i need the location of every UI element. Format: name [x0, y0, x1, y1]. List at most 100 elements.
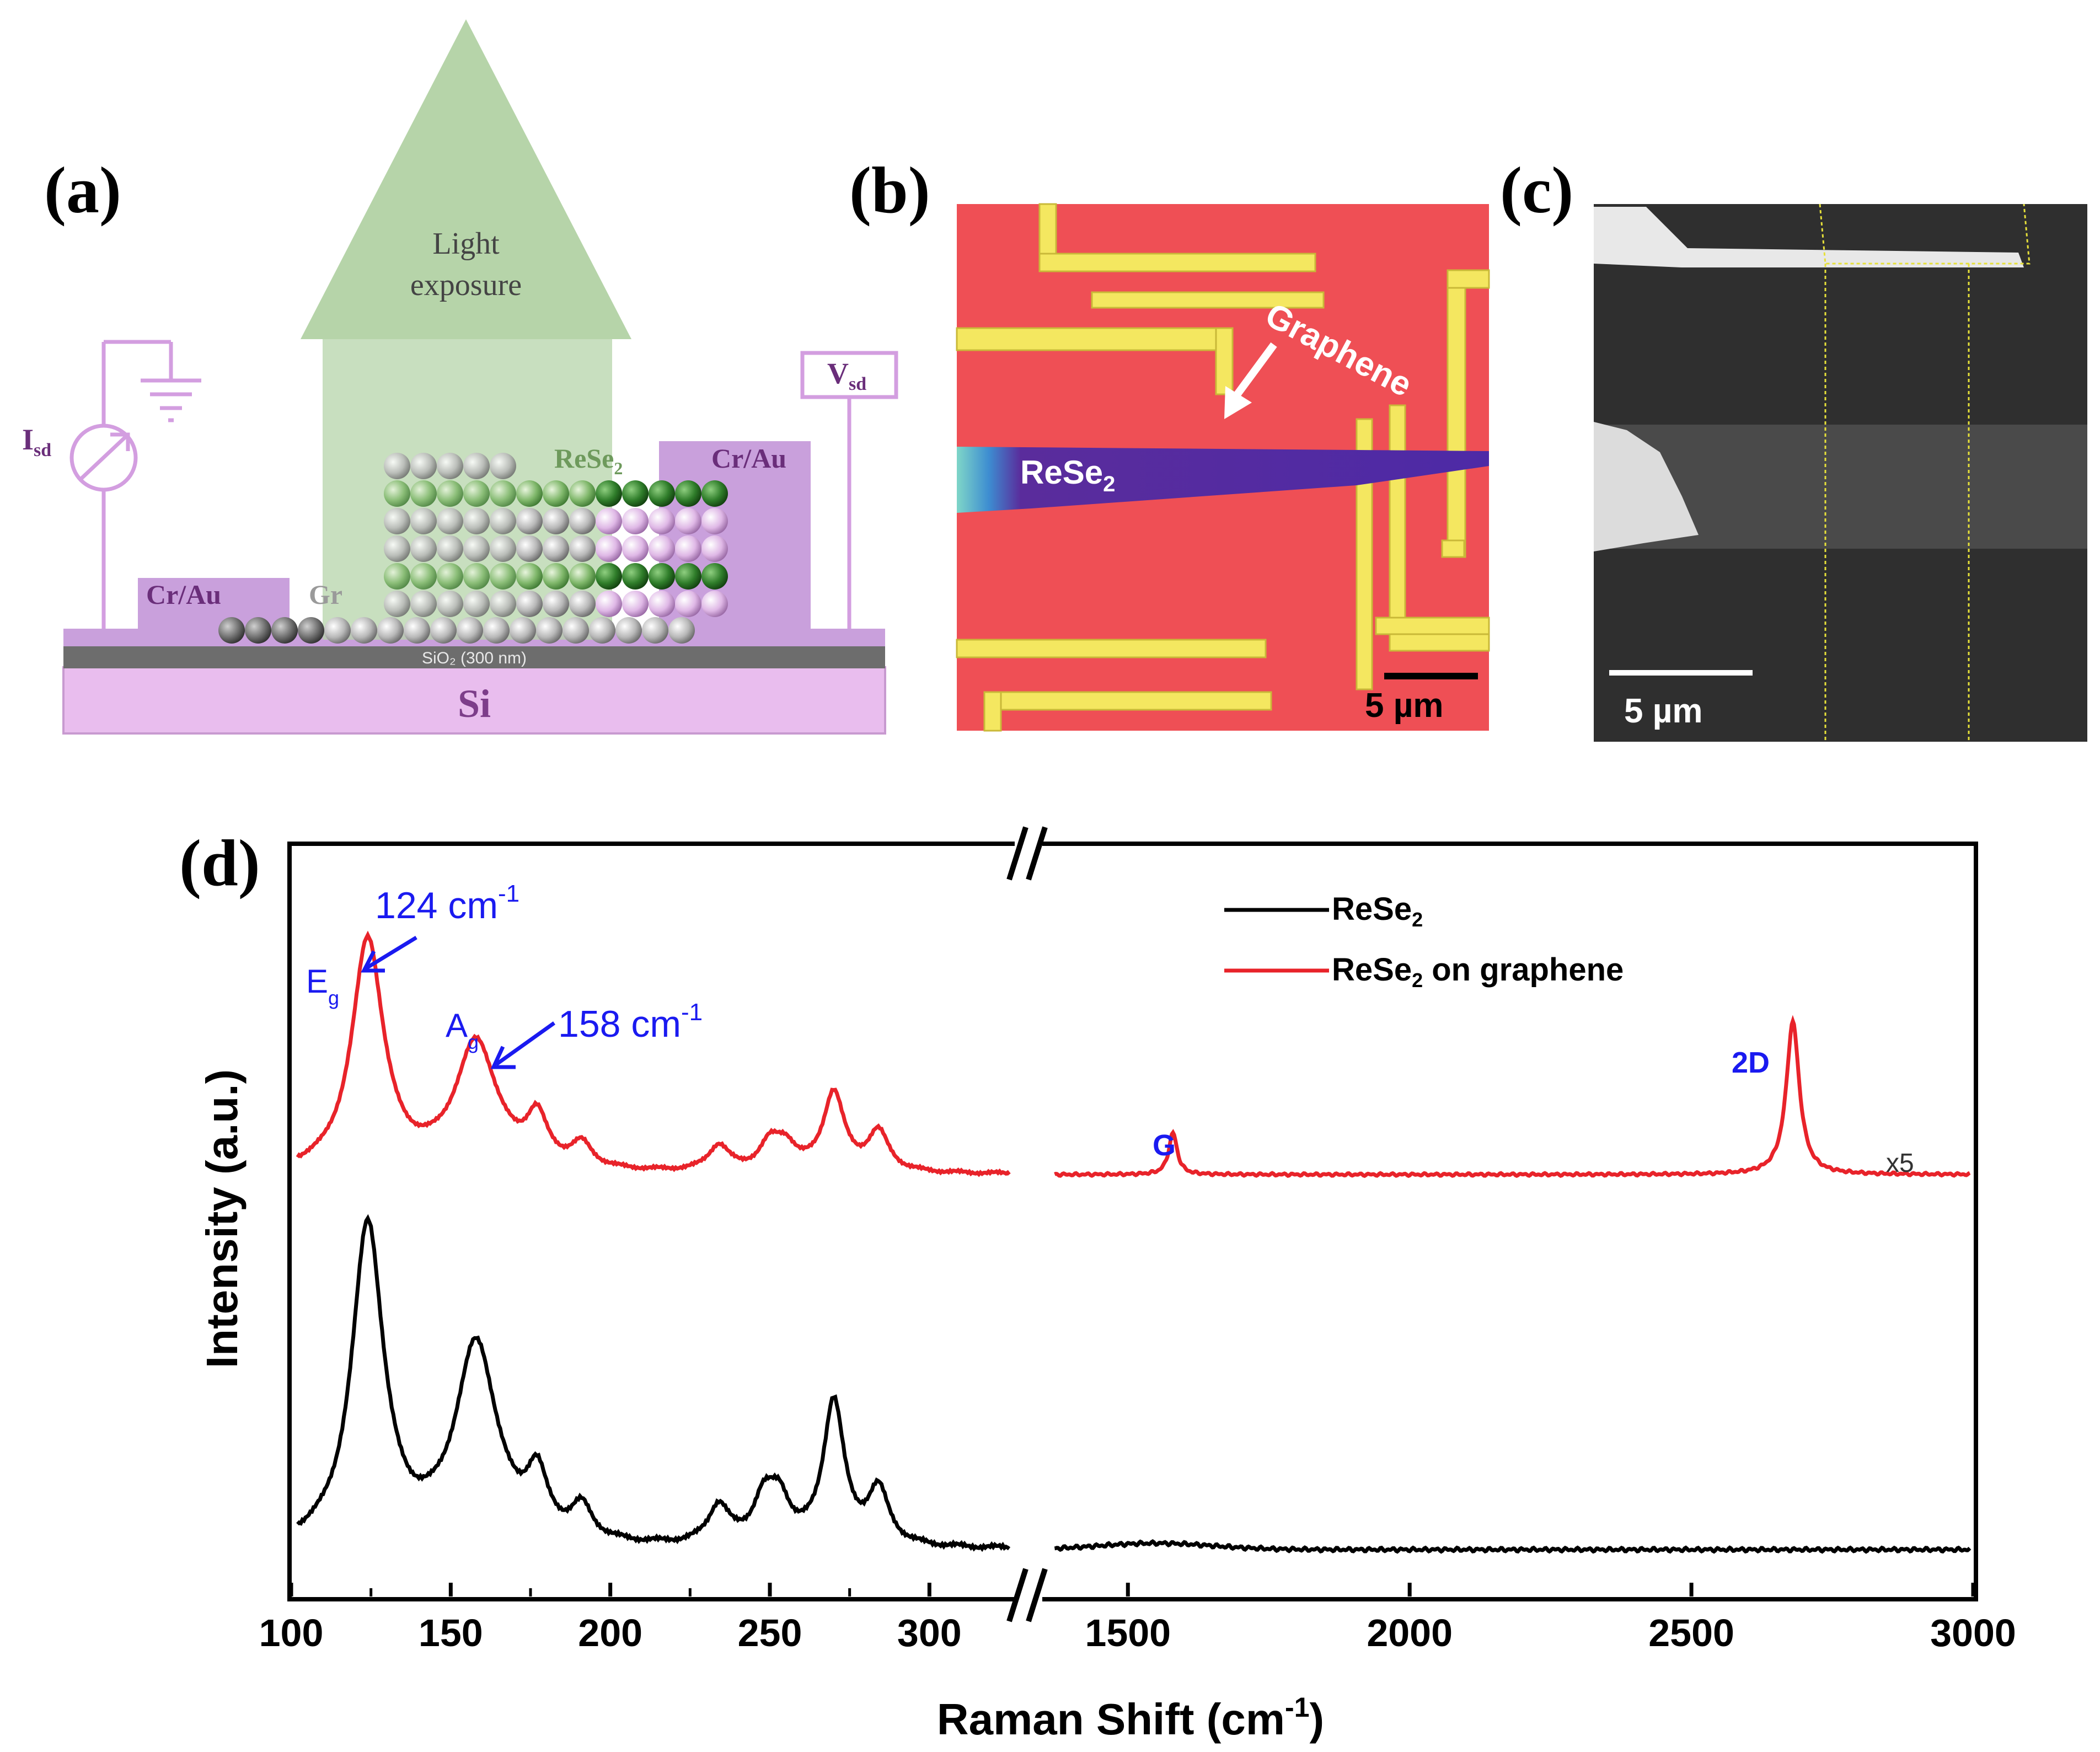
rese2-atom — [701, 535, 728, 562]
graphene-atom — [642, 617, 668, 644]
annotation-ag: Ag — [446, 1007, 479, 1053]
light-label-line2: exposure — [410, 268, 522, 302]
graphene-atom — [668, 617, 695, 644]
graphene-atom — [430, 617, 457, 644]
x-tick-label: 100 — [259, 1611, 324, 1654]
panel-d-label: (d) — [179, 826, 260, 899]
rese2-flake — [957, 447, 1489, 513]
rese2-atom — [384, 453, 410, 479]
light-arrow-head — [301, 19, 631, 339]
graphene-atom — [536, 617, 562, 644]
isd-label: Isd — [22, 423, 51, 460]
rese2-atom — [516, 591, 543, 617]
x-tick-labels: 100 150 200 250 300 1500 2000 2500 3000 — [259, 1611, 2016, 1654]
spectra — [296, 930, 1972, 1554]
rese2-atom — [569, 563, 596, 590]
rese2-atom — [490, 591, 516, 617]
rese2-atom — [410, 563, 437, 590]
rese2-atom — [543, 508, 569, 534]
x-tick-label: 1500 — [1085, 1611, 1171, 1654]
rese2-atom — [410, 535, 437, 562]
rese2-atom — [410, 508, 437, 534]
annotation-eg-value: 124 cm-1 — [375, 880, 519, 926]
panel-a: (a) Si SiO₂ (300 nm) Light exposure Cr/A… — [22, 19, 898, 735]
rese2-atom — [675, 508, 701, 534]
rese2-atom — [463, 480, 490, 507]
arrow-eg-icon — [361, 936, 417, 973]
rese2-atom — [516, 508, 543, 534]
annotation-eg: Eg — [306, 963, 339, 1009]
rese2-atom — [649, 535, 675, 562]
graphene-atom — [324, 617, 351, 644]
axis-break-marks — [1006, 826, 1048, 1622]
si-substrate — [62, 666, 886, 735]
rese2-layer-label: ReSe2 — [554, 443, 623, 478]
y-axis-title: Intensity (a.u.) — [197, 1069, 247, 1368]
graphene-atom — [457, 617, 483, 644]
annotation-ag-value: 158 cm-1 — [558, 999, 703, 1045]
series-line-right — [1054, 1539, 1972, 1554]
plot-frame — [287, 842, 1978, 1601]
rese2-atom — [437, 591, 463, 617]
rese2-atom — [649, 591, 675, 617]
graphene-atom — [298, 617, 324, 644]
rese2-atom — [569, 480, 596, 507]
rese2-atom — [622, 535, 649, 562]
rese2-atom — [596, 535, 622, 562]
x-tick-label: 2000 — [1367, 1611, 1453, 1654]
rese2-atom — [622, 563, 649, 590]
rese2-atom — [384, 480, 410, 507]
rese2-atom — [675, 591, 701, 617]
panel-b-label: (b) — [849, 153, 930, 227]
series-line-right — [1054, 1015, 1971, 1178]
rese2-atom — [675, 480, 701, 507]
rese2-atom — [701, 563, 728, 590]
rese2-atom — [490, 453, 516, 479]
rese2-atom — [384, 591, 410, 617]
graphene-atom — [404, 617, 430, 644]
rese2-atom — [596, 508, 622, 534]
annotation-scale-x5: x5 — [1886, 1149, 1914, 1178]
graphene-atom — [218, 617, 245, 644]
x-tick-label: 3000 — [1930, 1611, 2016, 1654]
x-tick-label: 2500 — [1648, 1611, 1734, 1654]
rese2-atom — [569, 591, 596, 617]
sem-guide-lines — [1819, 203, 2031, 742]
rese2-atom — [463, 535, 490, 562]
rese2-atom — [622, 480, 649, 507]
si-label: Si — [458, 682, 491, 726]
rese2-atom — [596, 480, 622, 507]
series-line-left — [296, 930, 1011, 1177]
contact-left-label: Cr/Au — [146, 579, 221, 610]
rese2-atom — [490, 480, 516, 507]
scale-label-c: 5 µm — [1624, 692, 1703, 730]
rese2-atom — [675, 563, 701, 590]
arrow-ag-icon — [490, 1021, 556, 1069]
rese2-atom — [543, 535, 569, 562]
x-tick-label: 150 — [419, 1611, 483, 1654]
graphene-atom — [271, 617, 298, 644]
rese2-atom — [384, 508, 410, 534]
x-axis-title: Raman Shift (cm-1) — [937, 1692, 1324, 1744]
graphene-atom — [351, 617, 377, 644]
rese2-atom — [543, 480, 569, 507]
annotation-2d-peak: 2D — [1732, 1046, 1770, 1079]
rese2-atom — [463, 508, 490, 534]
rese2-atom — [463, 591, 490, 617]
graphene-atom — [615, 617, 642, 644]
vsd-label: Vsd — [827, 357, 866, 394]
annotation-g-peak: G — [1153, 1129, 1176, 1162]
graphene-arrow-icon — [1224, 342, 1277, 419]
rese2-atom — [384, 535, 410, 562]
rese2-atom — [649, 480, 675, 507]
x-tick-label: 250 — [738, 1611, 802, 1654]
rese2-atom — [437, 535, 463, 562]
rese2-atom — [649, 563, 675, 590]
gr-label: Gr — [309, 579, 342, 610]
scale-bar-b — [1384, 673, 1478, 679]
rese2-atom — [543, 563, 569, 590]
rese2-atom — [490, 508, 516, 534]
x-ticks — [289, 1583, 1975, 1596]
rese2-atom — [701, 480, 728, 507]
